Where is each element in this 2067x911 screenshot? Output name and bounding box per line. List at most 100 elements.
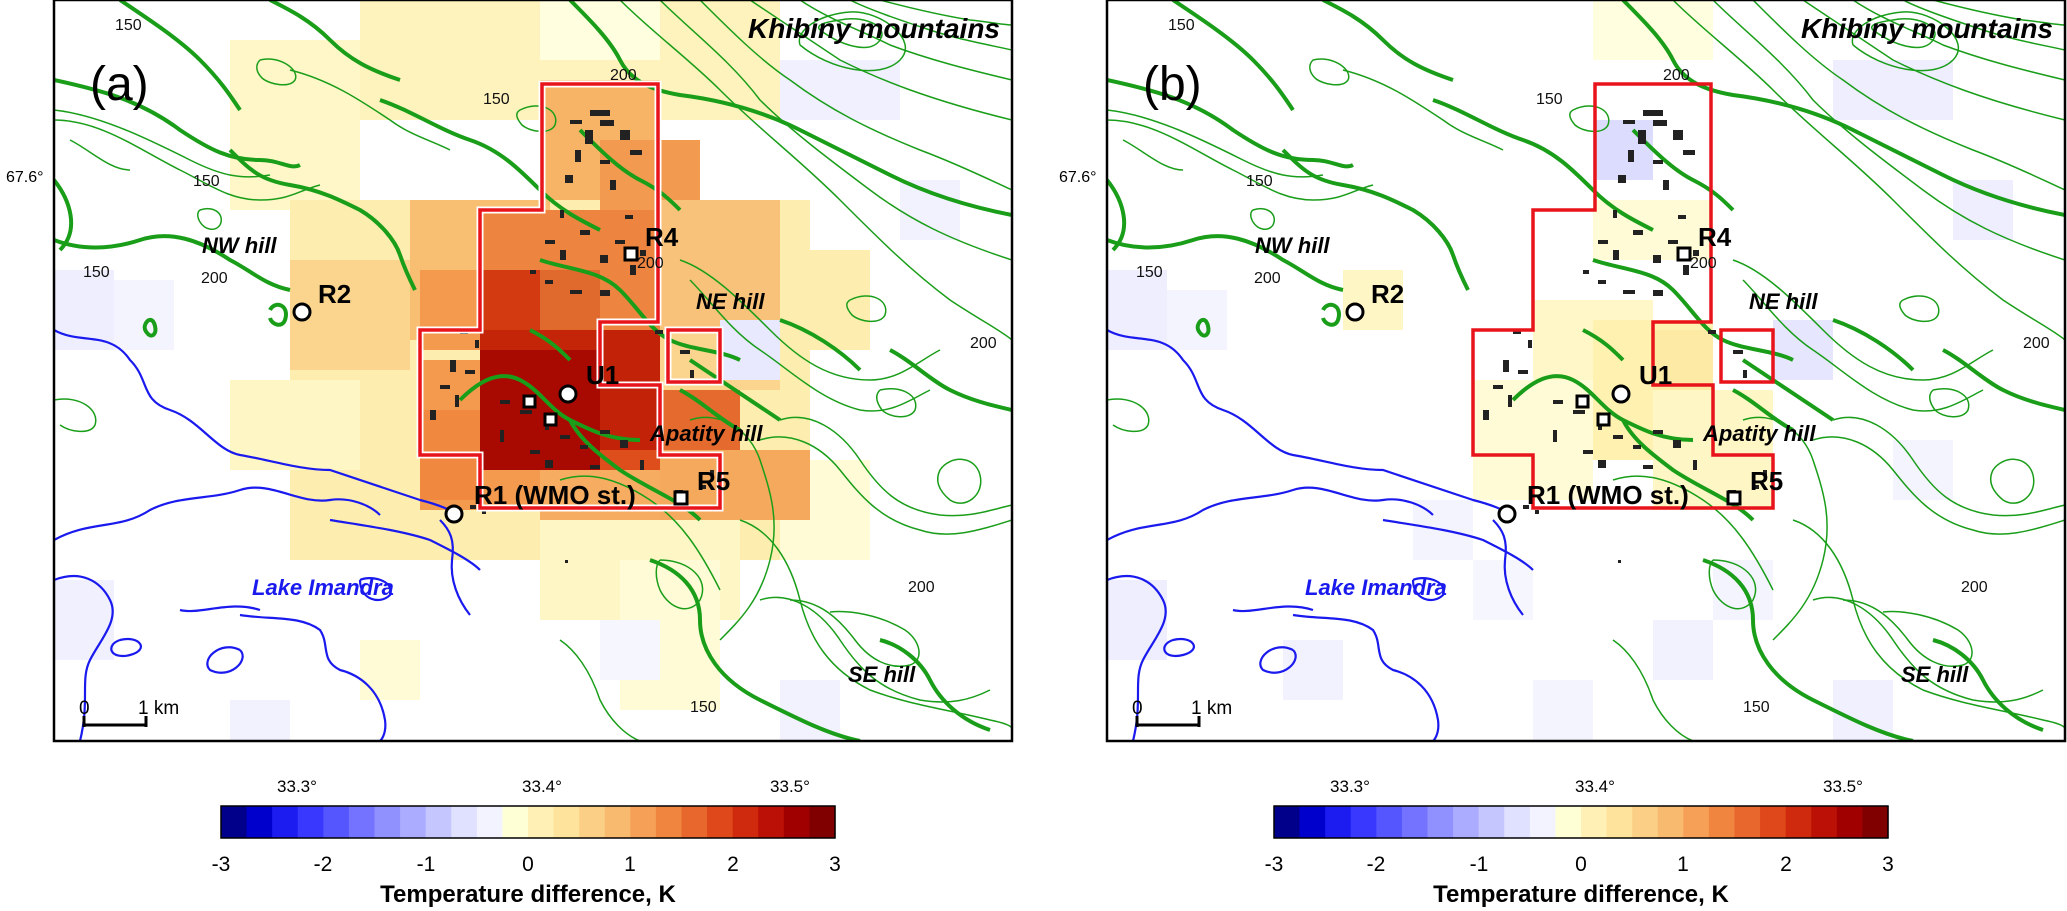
colorbar-cell — [1453, 806, 1480, 838]
station-u1-label-a: U1 — [586, 360, 619, 390]
colorbar-cell — [732, 806, 759, 838]
colorbar-tick-a: 1 — [624, 853, 636, 876]
colorbar-tick-b: 3 — [1882, 853, 1894, 876]
place-lake-a: Lake Imandra — [252, 575, 394, 600]
urban-zone-outline-b — [1471, 82, 1775, 510]
colorbar-cell — [655, 806, 683, 838]
contour-label: 150 — [1246, 173, 1273, 190]
colorbar-label-a: Temperature difference, K — [380, 881, 676, 908]
colorbar-cell — [604, 806, 631, 838]
colorbar-tick-a: -2 — [314, 853, 333, 876]
colorbar-cell — [1529, 806, 1557, 838]
station-markers-b — [1345, 246, 1742, 524]
lat-label-b: 67.6° — [1059, 169, 1097, 186]
lon-label-b-1: 33.3° — [1330, 777, 1370, 796]
colorbar-cells-b — [1274, 806, 1889, 838]
colorbar-tick-b: -1 — [1470, 853, 1489, 876]
colorbar-cell — [758, 806, 785, 838]
contour-label: 200 — [970, 335, 997, 352]
contour-label: 200 — [201, 270, 228, 287]
lon-label-a-2: 33.4° — [522, 777, 562, 796]
map-panel-b: (b) Khibiny mountains 67.6° 33.3° 33.4° … — [1059, 0, 2067, 796]
colorbar-cell — [1836, 806, 1864, 838]
colorbar-tick-a: 3 — [829, 853, 841, 876]
contour-label: 150 — [115, 17, 142, 34]
map-border-b — [1105, 0, 2067, 743]
colorbar-cell — [425, 806, 452, 838]
colorbar-cell — [1401, 806, 1429, 838]
contour-label: 200 — [908, 579, 935, 596]
station-r2-label-b: R2 — [1371, 279, 1404, 309]
colorbar-cell — [1478, 806, 1505, 838]
colorbar-cell — [1606, 806, 1633, 838]
colorbar-cell — [451, 806, 478, 838]
contour-label: 150 — [1136, 264, 1163, 281]
scale-bar-a: 0 1 km — [79, 698, 179, 727]
panel-label-a: (a) — [90, 58, 149, 111]
colorbar-tick-a: 2 — [727, 853, 739, 876]
colorbar-cell — [1862, 806, 1889, 838]
colorbar-cell — [528, 806, 555, 838]
colorbar-cell — [1760, 806, 1787, 838]
place-lake-b: Lake Imandra — [1305, 575, 1447, 600]
colorbar-cell — [1555, 806, 1582, 838]
colorbar-cell — [297, 806, 324, 838]
colorbar-b: -3 -2 -1 0 1 2 3 Temperature difference,… — [1265, 805, 1894, 908]
colorbar-frame-a — [220, 805, 836, 839]
contour-label: 200 — [1663, 67, 1690, 84]
station-r5-label-b: R5 — [1750, 466, 1783, 496]
station-u1-marker — [558, 384, 578, 404]
station-r2-marker — [292, 302, 312, 322]
colorbar-cell — [246, 806, 273, 838]
colorbar-cell — [1632, 806, 1659, 838]
colorbar-cell — [579, 806, 606, 838]
lon-label-b-2: 33.4° — [1575, 777, 1615, 796]
place-apatity-hill-b: Apatity hill — [1702, 421, 1816, 446]
station-r1-label-a: R1 (WMO st.) — [474, 480, 636, 510]
colorbar-tick-a: 0 — [522, 853, 534, 876]
region-title-a: Khibiny mountains — [748, 13, 1000, 44]
colorbar-cell — [553, 806, 580, 838]
colorbar-cell — [1708, 806, 1736, 838]
colorbar-cell — [272, 806, 299, 838]
station-r5-marker — [673, 490, 689, 506]
place-nw-hill-a: NW hill — [202, 233, 277, 258]
station-r4-marker — [623, 246, 639, 262]
lat-label-a: 67.6° — [6, 169, 44, 186]
colorbar-cell — [1785, 806, 1812, 838]
colorbar-cell — [1504, 806, 1531, 838]
place-ne-hill-b: NE hill — [1749, 289, 1818, 314]
colorbar-cell — [374, 806, 401, 838]
place-nw-hill-b: NW hill — [1255, 233, 1330, 258]
contour-label: 200 — [1961, 579, 1988, 596]
contour-label: 150 — [1168, 17, 1195, 34]
contour-label: 150 — [1743, 699, 1770, 716]
colorbar-cell — [630, 806, 657, 838]
lon-label-b-3: 33.5° — [1823, 777, 1863, 796]
buildings-b — [1483, 110, 1767, 563]
colorbar-cell — [681, 806, 708, 838]
colorbar-tick-b: 0 — [1575, 853, 1587, 876]
contour-label: 200 — [2023, 335, 2050, 352]
colorbar-cell — [1581, 806, 1608, 838]
scale-bar-end-a: 1 km — [138, 698, 179, 719]
lake-shoreline-b — [1107, 329, 1534, 741]
place-se-hill-a: SE hill — [848, 662, 916, 687]
colorbar-cell — [348, 806, 376, 838]
contour-label: 150 — [83, 264, 110, 281]
station-r2-label-a: R2 — [318, 279, 351, 309]
colorbar-label-b: Temperature difference, K — [1433, 881, 1729, 908]
colorbar-cell — [1350, 806, 1377, 838]
station-u1-label-b: U1 — [1639, 360, 1672, 390]
colorbar-cells-a — [221, 806, 836, 838]
colorbar-cell — [323, 806, 350, 838]
colorbar-cell — [1325, 806, 1352, 838]
colorbar-cell — [502, 806, 529, 838]
colorbar-a: -3 -2 -1 0 1 2 3 Temperature difference,… — [212, 805, 841, 908]
station-markers-a — [292, 246, 689, 524]
lon-label-a-3: 33.5° — [770, 777, 810, 796]
contour-lines-thin-b — [1107, 0, 2065, 741]
scale-bar-start-a: 0 — [79, 698, 90, 719]
colorbar-cell — [1683, 806, 1710, 838]
scale-bar-end-b: 1 km — [1191, 698, 1232, 719]
